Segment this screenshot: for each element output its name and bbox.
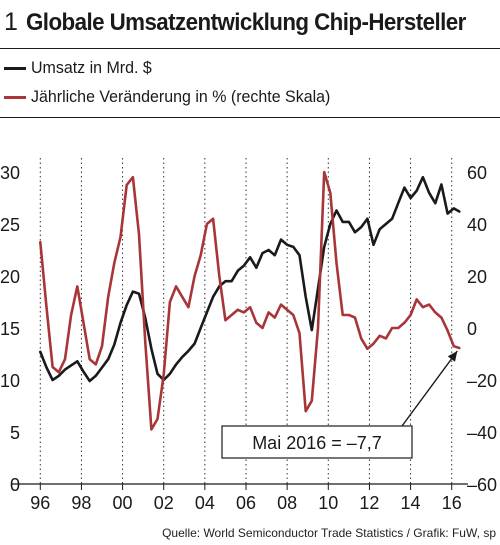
x-axis-ticks: 96 98 00 02 04 06 08 10 12 14 16 (30, 484, 462, 513)
left-tick-label-25: 25 (0, 215, 20, 235)
legend-swatch-revenue (4, 67, 26, 70)
legend-label-change: Jährliche Veränderung in % (rechte Skala… (31, 87, 331, 106)
left-tick-label-5: 5 (10, 423, 20, 443)
x-tick-label-00: 00 (113, 493, 133, 513)
chart-series (38, 170, 461, 431)
annotation-box (221, 425, 413, 459)
series-line-change (38, 170, 461, 431)
x-tick-label-08: 08 (277, 493, 297, 513)
right-tick-label-60: 60 (467, 163, 487, 183)
right-axis-ticks: –60 –40 –20 0 20 40 60 (467, 163, 497, 495)
source-note: Quelle: World Semiconductor Trade Statis… (162, 526, 496, 540)
series-line-revenue (38, 175, 461, 383)
annotation-text: Mai 2016 = –7,7 (252, 433, 382, 453)
x-tick-label-04: 04 (195, 493, 215, 513)
right-tick-label--20: –20 (467, 371, 497, 391)
legend-label-revenue: Umsatz in Mrd. $ (31, 58, 152, 77)
title-divider (0, 48, 500, 49)
legend-swatch-change (4, 96, 26, 99)
chart-annotation: Mai 2016 = –7,7 (221, 350, 458, 459)
x-tick-label-10: 10 (318, 493, 338, 513)
x-tick-label-96: 96 (30, 493, 50, 513)
x-tick-label-14: 14 (401, 493, 421, 513)
left-tick-label-30: 30 (0, 163, 20, 183)
annotation-arrow-head (447, 351, 458, 362)
right-tick-label-0: 0 (467, 319, 477, 339)
x-tick-label-02: 02 (154, 493, 174, 513)
right-tick-label-40: 40 (467, 215, 487, 235)
right-tick-label--40: –40 (467, 423, 497, 443)
x-tick-label-06: 06 (236, 493, 256, 513)
left-tick-label-15: 15 (0, 319, 20, 339)
annotation-arrow-line (401, 350, 458, 427)
x-tick-label-12: 12 (359, 493, 379, 513)
left-tick-label-20: 20 (0, 267, 20, 287)
left-axis-ticks: 0 5 10 15 20 25 30 (0, 163, 20, 495)
right-tick-label-20: 20 (467, 267, 487, 287)
legend-item-change: Jährliche Veränderung in % (rechte Skala… (4, 85, 494, 111)
legend-item-revenue: Umsatz in Mrd. $ (4, 56, 494, 82)
x-tick-label-16: 16 (442, 493, 462, 513)
right-tick-label--60: –60 (467, 475, 497, 495)
legend-divider (0, 117, 500, 118)
figure-title: Globale Umsatzentwicklung Chip-Herstelle… (26, 9, 466, 36)
left-tick-label-0: 0 (10, 475, 20, 495)
figure-title-row: 1 Globale Umsatzentwicklung Chip-Herstel… (4, 8, 496, 42)
figure-number: 1 (4, 8, 18, 36)
x-tick-label-98: 98 (71, 493, 91, 513)
left-tick-label-10: 10 (0, 371, 20, 391)
